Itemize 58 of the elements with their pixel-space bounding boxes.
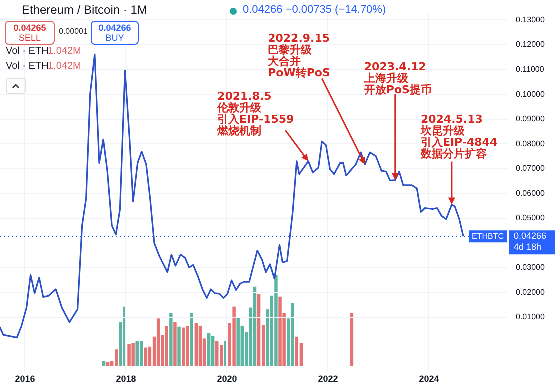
- bar: [182, 328, 186, 366]
- ref-line-label: ETHBTC: [472, 232, 504, 241]
- annotation: BUY: [104, 33, 126, 43]
- y-tick-label: 0.11000: [516, 64, 545, 74]
- bar: [165, 326, 168, 366]
- bar: [211, 336, 215, 366]
- annotation: Vol · ETH: [6, 61, 49, 72]
- bar: [253, 286, 257, 366]
- bar: [178, 326, 181, 366]
- bar: [198, 326, 202, 366]
- bar: [207, 333, 211, 366]
- bar: [174, 322, 177, 366]
- chart-subtitle: 0.04266 −0.00735 (−14.70%): [243, 4, 386, 16]
- bar: [102, 361, 106, 366]
- annotation: 1.042M: [48, 46, 82, 57]
- y-tick-label: 0.09000: [516, 114, 546, 124]
- text: 4d 18h: [514, 242, 542, 252]
- bar: [128, 344, 131, 366]
- bar: [170, 313, 173, 366]
- x-tick-label: 2020: [217, 374, 238, 384]
- y-tick-label: 0.13000: [516, 15, 546, 24]
- x-tick-label: 2016: [15, 374, 36, 384]
- y-tick-label: 0.10000: [516, 90, 546, 99]
- annotation: 2022.9.15巴黎升级大合并PoW转PoS: [268, 32, 330, 80]
- bar: [144, 348, 148, 366]
- y-tick-label: 0.06000: [516, 188, 546, 198]
- bar: [278, 296, 282, 366]
- bar: [257, 294, 261, 366]
- y-tick-label: 0.03000: [516, 263, 546, 272]
- y-tick-label: 0.01000: [516, 312, 546, 322]
- annotation: SELL: [18, 33, 42, 43]
- bar: [295, 336, 299, 366]
- bar: [350, 313, 354, 366]
- annotation: 2023.4.12上海升级开放PoS提币: [363, 60, 432, 97]
- annotation: 2024.5.13坎昆升级引入EIP-4844数据分片扩容: [420, 113, 498, 161]
- text: 0.04266: [514, 231, 547, 242]
- x-tick-label: 2024: [419, 374, 440, 384]
- annotation: 2021.8.5伦敦升级引入EIP-1559燃烧机制: [216, 90, 294, 138]
- annotation: 1.042M: [48, 61, 82, 72]
- y-tick-label: 0.12000: [516, 40, 546, 50]
- x-tick-label: 2022: [318, 374, 338, 384]
- x-tick-label: 2018: [116, 374, 136, 384]
- chart-title: Ethereum / Bitcoin · 1M: [22, 3, 148, 17]
- bar: [156, 318, 160, 366]
- annotation: 0.00001: [59, 27, 88, 36]
- y-tick-label: 0.02000: [516, 288, 546, 297]
- y-tick-label: 0.08000: [516, 139, 546, 148]
- annotation: Vol · ETH: [6, 46, 49, 57]
- bar: [132, 343, 135, 366]
- bar: [190, 313, 194, 366]
- y-tick-label: 0.05000: [516, 214, 546, 223]
- bar: [186, 326, 190, 366]
- annotation: 0.04266: [98, 23, 132, 33]
- bar: [236, 318, 240, 366]
- bar: [194, 323, 198, 366]
- bar: [291, 303, 294, 366]
- y-tick-label: 0.07000: [516, 164, 546, 174]
- annotation: 0.04265: [12, 23, 48, 33]
